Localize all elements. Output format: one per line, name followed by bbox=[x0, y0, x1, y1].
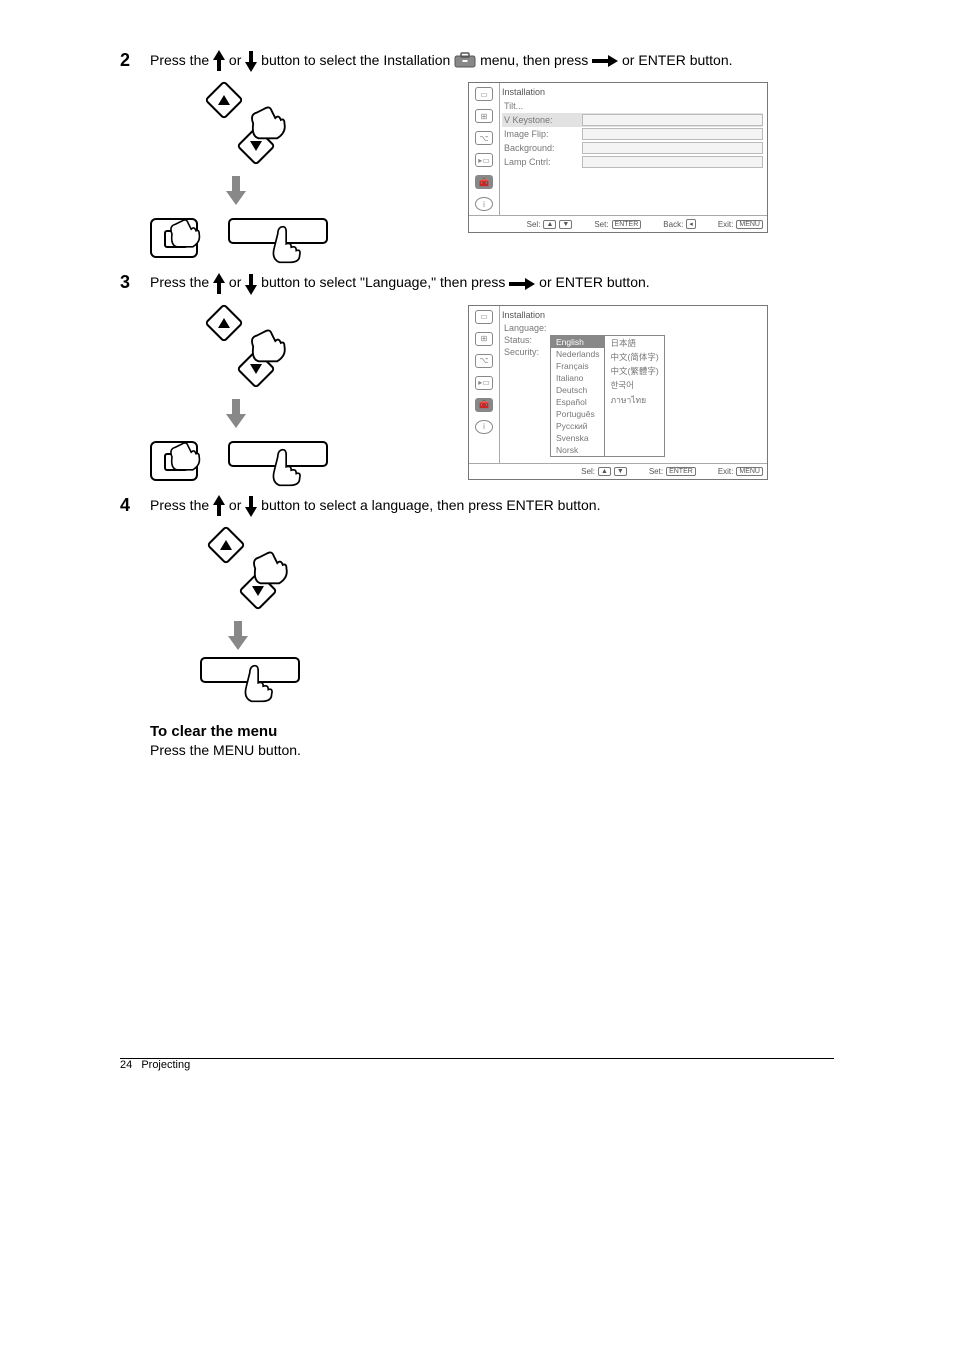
enter-buttons-illustration bbox=[150, 218, 450, 258]
step-4: 4 Press the or button to select a langua… bbox=[120, 495, 834, 517]
clear-menu-section: To clear the menu Press the MENU button. bbox=[150, 723, 834, 758]
remote-updown-illustration bbox=[150, 305, 310, 435]
step4-content bbox=[150, 527, 834, 683]
step3-number: 3 bbox=[120, 272, 150, 293]
right-arrow-icon bbox=[592, 55, 618, 67]
step2-right: ▭ ⊞ ⌥ ▸▭ 🧰 i Installation Tilt... V Keys… bbox=[468, 82, 768, 233]
footer-separator bbox=[120, 1058, 834, 1059]
enter-buttons-illustration bbox=[150, 441, 450, 481]
remote-updown-illustration bbox=[150, 82, 310, 212]
step3-left bbox=[150, 305, 450, 481]
ss2-title: Installation bbox=[502, 308, 765, 322]
hand-icon bbox=[266, 445, 308, 487]
language-dropdown: English Nederlands Français Italiano Deu… bbox=[550, 335, 665, 457]
screenshot-installation-menu: ▭ ⊞ ⌥ ▸▭ 🧰 i Installation Tilt... V Keys… bbox=[468, 82, 768, 233]
step-2: 2 Press the or button to select the Inst… bbox=[120, 50, 834, 72]
step3-content: ▭ ⊞ ⌥ ▸▭ 🧰 i Installation Language: bbox=[150, 305, 834, 481]
step2-text: Press the or button to select the Instal… bbox=[150, 50, 834, 72]
step2-text-c: menu, then press bbox=[480, 52, 592, 68]
lang-col-2: 日本語 中文(简体字) 中文(繁體字) 한국어 ภาษาไทย bbox=[605, 336, 663, 456]
ss2-sidebar: ▭ ⊞ ⌥ ▸▭ 🧰 i bbox=[469, 306, 499, 463]
ss1-title: Installation bbox=[502, 85, 763, 99]
screenshot-language-menu: ▭ ⊞ ⌥ ▸▭ 🧰 i Installation Language: bbox=[468, 305, 768, 480]
step4-number: 4 bbox=[120, 495, 150, 516]
hand-icon bbox=[164, 210, 204, 250]
up-arrow-icon bbox=[213, 495, 225, 517]
hand-icon bbox=[244, 319, 290, 365]
step2-content: ▭ ⊞ ⌥ ▸▭ 🧰 i Installation Tilt... V Keys… bbox=[150, 82, 834, 258]
grey-down-arrow-icon bbox=[226, 176, 246, 206]
briefcase-icon bbox=[454, 52, 476, 68]
ss1-main: Installation Tilt... V Keystone: Image F… bbox=[499, 83, 767, 215]
step2-text-d: or ENTER button. bbox=[622, 52, 733, 68]
grey-down-arrow-icon bbox=[228, 621, 248, 651]
down-arrow-icon bbox=[245, 50, 257, 72]
page-number: 24 bbox=[120, 1059, 132, 1071]
clear-menu-body: Press the MENU button. bbox=[150, 742, 834, 758]
down-arrow-icon bbox=[245, 273, 257, 295]
page-footer: 24 Projecting bbox=[120, 1058, 834, 1071]
hand-icon bbox=[266, 222, 308, 264]
step2-text-b: button to select the Installation bbox=[261, 52, 454, 68]
step2-or: or bbox=[229, 52, 245, 68]
ss2-main: Installation Language: Status: Security: bbox=[499, 306, 767, 463]
step2-text-a: Press the bbox=[150, 52, 213, 68]
step2-left bbox=[150, 82, 450, 258]
step2-number: 2 bbox=[120, 50, 150, 71]
up-arrow-icon bbox=[213, 50, 225, 72]
step-3: 3 Press the or button to select "Languag… bbox=[120, 272, 834, 294]
grey-down-arrow-icon bbox=[226, 399, 246, 429]
clear-menu-heading: To clear the menu bbox=[150, 723, 834, 740]
step4-left bbox=[150, 527, 450, 683]
up-arrow-icon bbox=[213, 273, 225, 295]
ss1-footer: Sel:▲▼ Set:ENTER Back:◂ Exit:MENU bbox=[469, 215, 767, 232]
step4-text: Press the or button to select a language… bbox=[150, 495, 834, 517]
step3-right: ▭ ⊞ ⌥ ▸▭ 🧰 i Installation Language: bbox=[468, 305, 768, 480]
page: 2 Press the or button to select the Inst… bbox=[0, 0, 954, 1131]
lang-col-1: English Nederlands Français Italiano Deu… bbox=[551, 336, 605, 456]
hand-icon bbox=[238, 661, 280, 703]
ss1-sidebar: ▭ ⊞ ⌥ ▸▭ 🧰 i bbox=[469, 83, 499, 215]
hand-icon bbox=[164, 433, 204, 473]
hand-icon bbox=[244, 96, 290, 142]
step3-text: Press the or button to select "Language,… bbox=[150, 272, 834, 294]
remote-updown-illustration bbox=[210, 527, 370, 657]
ss2-footer: Sel:▲▼ Set:ENTER Exit:MENU bbox=[469, 463, 767, 479]
right-arrow-icon bbox=[509, 278, 535, 290]
hand-icon bbox=[246, 541, 292, 587]
down-arrow-icon bbox=[245, 495, 257, 517]
page-footer-label: Projecting bbox=[141, 1059, 190, 1071]
